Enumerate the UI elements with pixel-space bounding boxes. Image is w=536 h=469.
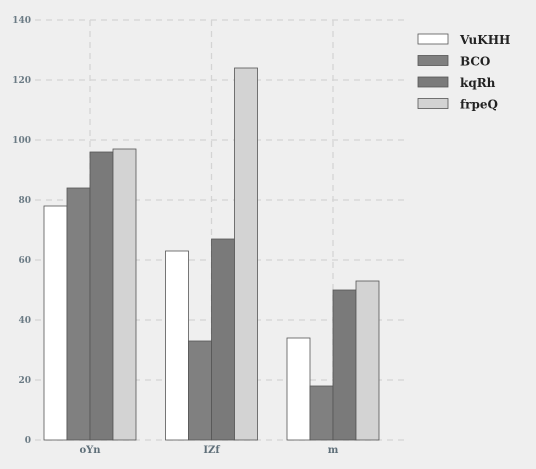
y-tick-label: 140 [12, 16, 31, 26]
bar [234, 67, 258, 441]
x-tick-label: IZf [203, 445, 220, 456]
bar [211, 238, 235, 441]
y-tick-label: 120 [12, 76, 31, 86]
bar [112, 148, 137, 441]
bar [309, 385, 334, 441]
y-tick-label: 60 [18, 256, 31, 266]
y-tick-label: 20 [18, 376, 31, 386]
bars [43, 67, 380, 441]
legend: VuKHH BCO kqRh frpeQ [417, 33, 510, 112]
y-tick-label: 100 [12, 136, 31, 146]
legend-swatch [417, 98, 449, 109]
y-tick-label: 80 [18, 196, 31, 206]
bar [89, 151, 114, 441]
legend-swatch [417, 33, 449, 45]
legend-swatch [417, 55, 449, 66]
legend-label: BCO [460, 55, 490, 69]
bar [66, 187, 91, 441]
legend-label: VuKHH [459, 33, 510, 47]
x-tick-label: oYn [79, 445, 101, 456]
legend-label: frpeQ [460, 98, 498, 112]
y-tick-label: 40 [18, 316, 31, 326]
bar [188, 340, 212, 441]
y-tick-label: 0 [25, 436, 31, 446]
bar [165, 250, 189, 441]
x-tick-labels: oYn IZf m [79, 445, 338, 456]
y-tick-labels: 0 20 40 60 80 100 120 140 [12, 16, 31, 446]
bar [286, 337, 311, 441]
bar [43, 205, 68, 441]
legend-label: kqRh [460, 76, 496, 90]
bar [332, 289, 357, 441]
x-tick-label: m [328, 445, 339, 456]
legend-swatch [417, 76, 449, 88]
bar [355, 280, 380, 441]
